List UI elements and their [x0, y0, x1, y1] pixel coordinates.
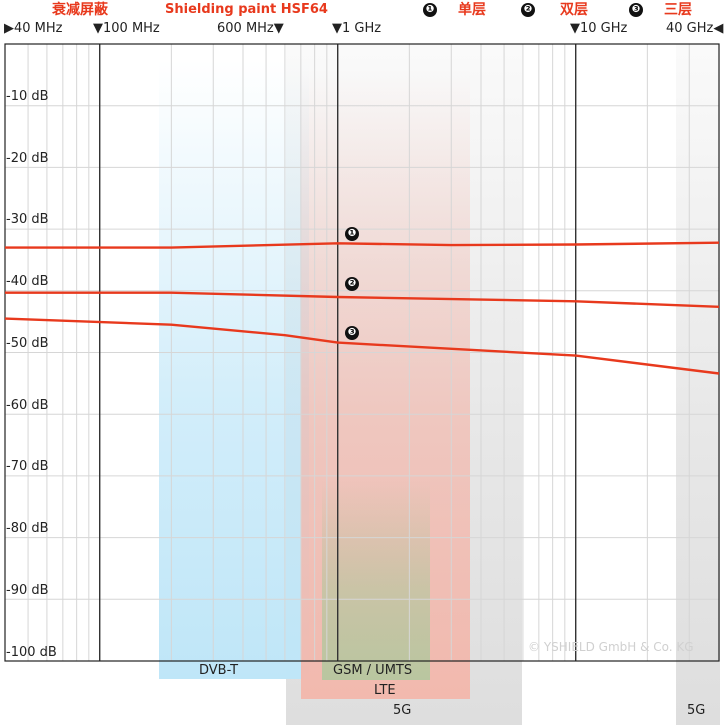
tick-10ghz: ▼10 GHz: [570, 21, 628, 36]
tick-40mhz: ▶40 MHz: [4, 21, 63, 36]
band-label-dvbt: DVB-T: [199, 663, 239, 678]
y-tick-label: -70 dB: [6, 459, 49, 474]
legend-1-number: ❶: [423, 3, 437, 17]
band-label-lte: LTE: [374, 683, 396, 698]
y-tick-label: -10 dB: [6, 89, 49, 104]
tick-600mhz: 600 MHz▼: [217, 21, 284, 36]
product-name: Shielding paint HSF64: [165, 2, 328, 17]
curve-2-marker: ❷: [345, 277, 359, 291]
y-tick-label: -90 dB: [6, 583, 49, 598]
band-label-5g: 5G: [393, 703, 412, 718]
attenuation-curves: [4, 241, 720, 375]
y-tick-label: -50 dB: [6, 336, 49, 351]
band-lte: [322, 480, 430, 680]
tick-40ghz: 40 GHz◀: [666, 21, 724, 36]
title-chinese: 衰减屏蔽: [52, 2, 108, 18]
curve-1-line: [5, 241, 720, 249]
chart-grid: [4, 43, 720, 662]
y-tick-label: -30 dB: [6, 212, 49, 227]
band-label-5g-high: 5G: [687, 703, 706, 718]
legend-2-label: 双层: [560, 2, 588, 18]
curve-3-line: [4, 317, 720, 375]
y-tick-label: -40 dB: [6, 274, 49, 289]
plot-frame: [4, 43, 720, 662]
frequency-bands: [159, 44, 720, 725]
tick-1ghz: ▼1 GHz: [332, 21, 382, 36]
band-5g-high: [676, 44, 720, 725]
tick-100mhz: ▼100 MHz: [93, 21, 160, 36]
legend-3-number: ❸: [629, 3, 643, 17]
legend-3-label: 三层: [664, 2, 692, 18]
legend-2-number: ❷: [521, 3, 535, 17]
copyright-text: © YSHIELD GmbH & Co. KG: [528, 640, 694, 654]
band-dvbt: [159, 60, 309, 679]
band-label-gsm-umts: GSM / UMTS: [333, 663, 413, 678]
legend-1-label: 单层: [458, 2, 486, 18]
y-tick-label: -100 dB: [6, 645, 57, 660]
y-tick-label: -80 dB: [6, 521, 49, 536]
curve-1-marker: ❶: [345, 227, 359, 241]
curve-2-line: [5, 291, 720, 308]
y-tick-label: -60 dB: [6, 398, 49, 413]
curve-3-marker: ❸: [345, 326, 359, 340]
y-tick-label: -20 dB: [6, 151, 49, 166]
